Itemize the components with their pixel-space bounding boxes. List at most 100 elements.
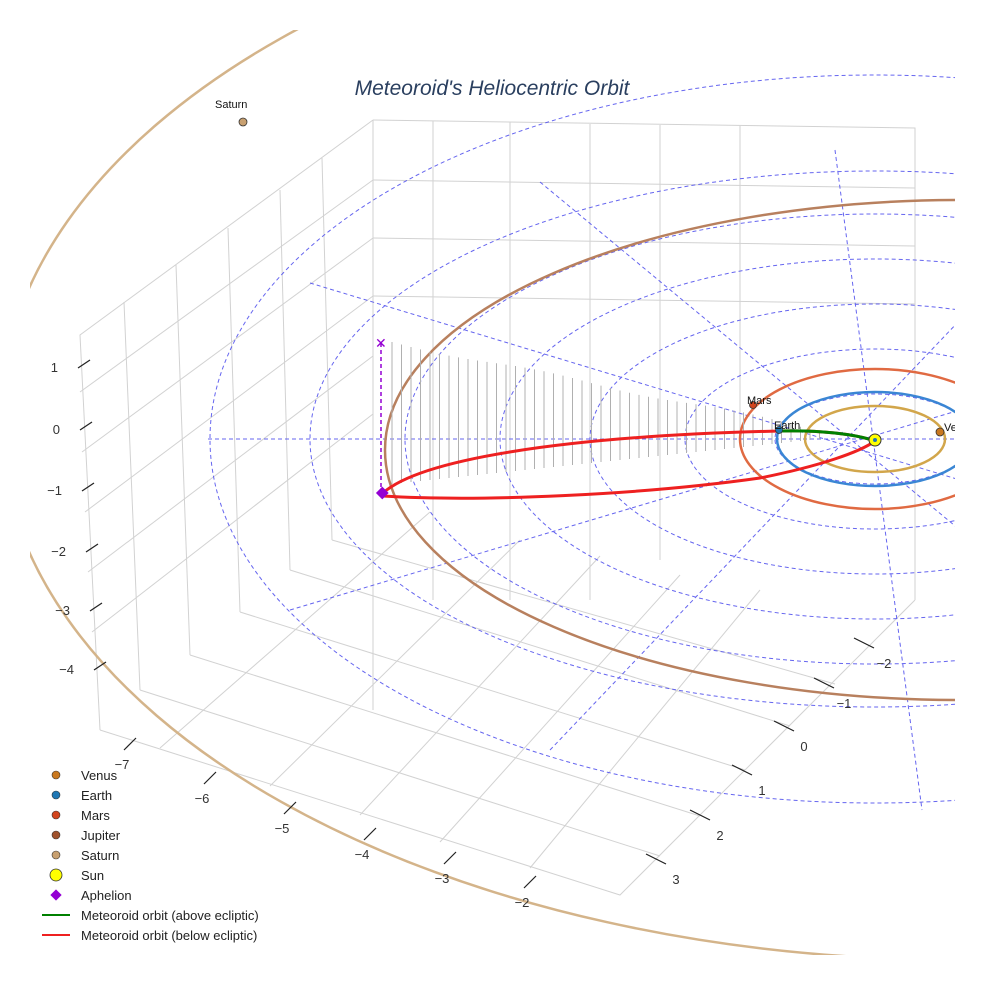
ecliptic-ring [404, 213, 955, 665]
legend-marker [51, 810, 61, 820]
legend-item[interactable]: Saturn [51, 848, 119, 863]
x-tick-mark [443, 851, 457, 865]
z-tick-label: 1 [51, 360, 58, 375]
x-tick-label: −5 [275, 821, 290, 836]
ecliptic-spoke [309, 282, 955, 480]
y-tick-label: 2 [716, 828, 723, 843]
z-tick-label: −2 [51, 544, 66, 559]
legend-label: Jupiter [81, 828, 121, 843]
legend-marker [51, 830, 61, 840]
floor-gridline [159, 511, 431, 749]
legend-label: Meteoroid orbit (below ecliptic) [81, 928, 257, 943]
left-wall-gridline [123, 301, 141, 691]
left-wall-gridline [87, 355, 374, 573]
legend-item[interactable]: Venus [51, 768, 118, 783]
ecliptic-ring [309, 170, 955, 708]
mars-label: Mars [747, 395, 772, 407]
floor-gridline [529, 589, 761, 869]
back-wall-gridline [372, 295, 916, 305]
z-tick-mark [79, 421, 93, 431]
y-tick-label: 3 [672, 872, 679, 887]
legend-label: Earth [81, 788, 112, 803]
floor-gridline [139, 689, 661, 857]
x-axis-ticks: −7 −6 −5 −4 −3 −2 [115, 737, 537, 910]
left-wall-gridline [79, 179, 374, 393]
legend-item[interactable]: Mars [51, 808, 110, 823]
legend-marker [50, 889, 62, 901]
left-wall-gridline [227, 227, 241, 613]
mars-orbit [738, 367, 955, 511]
floor-edge [99, 599, 916, 896]
y-tick-mark [853, 637, 875, 649]
legend-item[interactable]: Earth [51, 788, 112, 803]
floor-gridline [331, 539, 836, 685]
x-tick-label: −3 [435, 871, 450, 886]
legend-item[interactable]: Meteoroid orbit (below ecliptic) [42, 928, 257, 943]
z-tick-label: −1 [47, 483, 62, 498]
mars-marker [749, 401, 757, 409]
floor-gridline [239, 611, 746, 771]
left-wall-gridline [279, 189, 291, 571]
legend: Venus Earth Mars Jupiter Saturn Sun Aphelion Me… [42, 768, 259, 943]
venus-orbit [803, 404, 947, 474]
y-tick-label: −2 [877, 656, 892, 671]
z-tick-mark [81, 482, 95, 492]
z-tick-label: −3 [55, 603, 70, 618]
left-wall-gridline [321, 157, 333, 541]
legend-label: Meteoroid orbit (above ecliptic) [81, 908, 259, 923]
saturn-label: Saturn [215, 99, 247, 111]
y-tick-mark [731, 764, 753, 776]
left-wall-gridline [84, 295, 374, 513]
legend-marker [51, 850, 61, 860]
earth-label: Earth [774, 420, 800, 432]
z-tick-label: 0 [53, 422, 60, 437]
plot-area: ✕ Venus Earth Mars Saturn [30, 30, 975, 955]
venus-marker [935, 427, 945, 437]
x-tick-mark [283, 801, 297, 815]
legend-marker [49, 868, 63, 882]
y-tick-label: 0 [800, 739, 807, 754]
legend-label: Aphelion [81, 888, 132, 903]
y-tick-mark [773, 720, 795, 732]
ecliptic-ring [499, 258, 955, 620]
y-axis-ticks: −2 −1 0 1 2 3 [645, 637, 892, 887]
legend-item[interactable]: Jupiter [51, 828, 121, 843]
legend-marker [51, 770, 61, 780]
y-tick-mark [645, 853, 667, 865]
back-wall-edge [372, 119, 916, 600]
floor-gridline [439, 574, 681, 843]
left-wall-edge [79, 119, 374, 731]
legend-label: Sun [81, 868, 104, 883]
x-tick-label: −4 [355, 847, 370, 862]
meteoroid-drop-lines [391, 342, 820, 484]
x-tick-label: −2 [515, 895, 530, 910]
ecliptic-ring [684, 348, 955, 530]
left-wall-gridline [175, 264, 191, 656]
legend-item[interactable]: Sun [49, 868, 104, 883]
z-tick-mark [93, 661, 107, 671]
aphelion-projection-marker: ✕ [375, 335, 387, 351]
y-tick-label: −1 [837, 696, 852, 711]
z-tick-mark [77, 359, 91, 369]
z-tick-mark [89, 602, 103, 612]
venus-label: Venus [944, 422, 975, 434]
x-tick-mark [363, 827, 377, 841]
axis-box-grid [79, 119, 916, 896]
legend-item[interactable]: Meteoroid orbit (above ecliptic) [42, 908, 259, 923]
legend-label: Venus [81, 768, 118, 783]
earth-marker [775, 426, 783, 434]
z-axis-ticks: 1 0 −1 −2 −3 −4 [47, 359, 107, 677]
y-tick-mark [689, 809, 711, 821]
aphelion-marker [375, 486, 389, 500]
x-tick-mark [203, 771, 217, 785]
legend-marker [51, 790, 61, 800]
legend-item[interactable]: Aphelion [50, 888, 132, 903]
jupiter-orbit [383, 198, 955, 702]
floor-gridline [359, 555, 601, 816]
x-tick-mark [123, 737, 137, 751]
y-tick-mark [813, 677, 835, 689]
planet-orbits [30, 30, 955, 955]
left-wall-gridline [81, 237, 374, 453]
ecliptic-ring [774, 393, 955, 485]
